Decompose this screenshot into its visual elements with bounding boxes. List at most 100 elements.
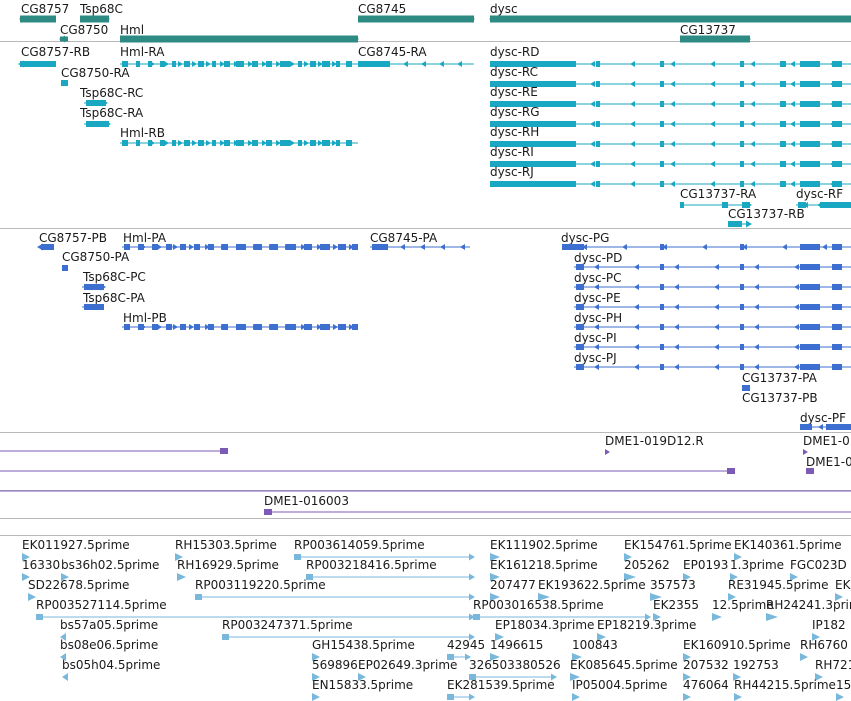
feature-rp003527114-5prime[interactable]: RP003527114.5prime — [36, 598, 475, 621]
feature-rp003614059-5prime[interactable]: RP003614059.5prime — [294, 538, 475, 561]
feature-rh6760[interactable]: RH6760 — [800, 638, 848, 661]
feature-cg8757-rb[interactable]: CG8757-RB — [18, 45, 90, 68]
feature-dysc-pi[interactable]: dysc-PI — [574, 331, 851, 350]
feature-tsp68c-pc[interactable]: Tsp68C-PC — [82, 270, 146, 291]
feature-en15833-5prime[interactable]: EN15833.5prime — [312, 678, 413, 701]
feature-100843[interactable]: 100843 — [572, 638, 618, 661]
feature-ek160910-5prime[interactable]: EK160910.5prime — [683, 638, 791, 661]
feature-rh44215-5prime[interactable]: RH44215.5prime — [734, 678, 836, 701]
feature-dysc-pe[interactable]: dysc-PE — [574, 291, 851, 310]
feature-hml-ra[interactable]: Hml-RA — [120, 45, 358, 67]
feature-ep18219-3prime[interactable]: EP18219.3prime — [597, 618, 696, 641]
feature-tsp68c[interactable]: Tsp68C — [79, 2, 123, 23]
feature-rh15303-5prime[interactable]: RH15303.5prime — [175, 538, 277, 561]
feature-bs57a05-5prime[interactable]: bs57a05.5prime — [60, 618, 158, 641]
feature-cg8745-pa[interactable]: CG8745-PA — [370, 231, 470, 250]
feature-dysc-rf[interactable]: dysc-RF — [796, 187, 851, 208]
feature-ek281539-5prime[interactable]: EK281539.5prime — [447, 678, 555, 701]
feature-hml-rb[interactable]: Hml-RB — [120, 126, 358, 146]
feature-dysc-ri[interactable]: dysc-RI — [490, 145, 851, 167]
feature-hml-pa[interactable]: Hml-PA — [122, 231, 358, 250]
feature-16330[interactable]: 16330 — [22, 558, 60, 581]
feature-ek[interactable]: EK — [835, 578, 851, 601]
feature-569896[interactable]: 569896 — [312, 658, 358, 681]
feature-192753[interactable]: 192753 — [733, 658, 779, 681]
feature-re31945-5prime[interactable]: RE31945.5prime — [728, 578, 829, 601]
feature-cg13737-rb[interactable]: CG13737-RB — [728, 207, 805, 228]
feature-ip182[interactable]: IP182 — [812, 618, 846, 641]
feature-bs05h04-5prime[interactable]: bs05h04.5prime — [62, 658, 160, 681]
feature-ek193622-5prime[interactable]: EK193622.5prime — [538, 578, 646, 601]
feature-dme1-016003[interactable]: DME1-016003 — [264, 494, 851, 515]
feature-42945[interactable]: 42945 — [447, 638, 485, 661]
feature-rp003247371-5prime[interactable]: RP003247371.5prime — [222, 618, 475, 641]
feature-cg13737-pa[interactable]: CG13737-PA — [742, 371, 818, 391]
feature-dysc-pg[interactable]: dysc-PG — [561, 231, 851, 250]
feature-ek085645-5prime[interactable]: EK085645.5prime — [570, 658, 678, 681]
feature-fgc023d[interactable]: FGC023D — [790, 558, 847, 581]
bac-clone-unlabeled-1[interactable] — [0, 448, 228, 454]
feature-dysc-rg[interactable]: dysc-RG — [490, 105, 851, 127]
feature-cg8757[interactable]: CG8757 — [19, 2, 69, 23]
feature-cg8750-pa[interactable]: CG8750-PA — [62, 250, 130, 271]
feature-rh24241-3prime[interactable]: RH24241.3prime — [766, 598, 851, 621]
feature-ek140361-5prime[interactable]: EK140361.5prime — [734, 538, 842, 561]
feature-cg13737-ra[interactable]: CG13737-RA — [680, 187, 757, 209]
feature-hml-pb[interactable]: Hml-PB — [122, 311, 358, 330]
feature-gh15438-5prime[interactable]: GH15438.5prime — [312, 638, 415, 661]
feature-207477[interactable]: 207477 — [490, 578, 536, 601]
feature-ek154761-5prime[interactable]: EK154761.5prime — [624, 538, 732, 561]
feature-ek2355[interactable]: EK2355 — [653, 598, 699, 621]
feature-12-5prime[interactable]: 12.5prime — [712, 598, 774, 621]
feature-rp003119220-5prime[interactable]: RP003119220.5prime — [195, 578, 475, 601]
feature-bs36h02-5prime[interactable]: bs36h02.5prime — [61, 558, 159, 581]
feature-cg8745[interactable]: CG8745 — [358, 2, 475, 23]
feature-rh16929-5prime[interactable]: RH16929.5prime — [177, 558, 279, 581]
feature-205262[interactable]: 205262 — [624, 558, 670, 581]
feature-1-3prime[interactable]: 1.3prime — [730, 558, 784, 581]
feature-tsp68c-pa[interactable]: Tsp68C-PA — [82, 291, 146, 310]
feature-207532[interactable]: 207532 — [683, 658, 729, 681]
feature-ip05004-5prime[interactable]: IP05004.5prime — [572, 678, 667, 701]
feature-15[interactable]: 15 — [836, 678, 851, 701]
feature-dysc-pc[interactable]: dysc-PC — [574, 271, 851, 290]
feature-cg13737[interactable]: CG13737 — [680, 23, 751, 43]
feature-dysc-pf[interactable]: dysc-PF — [800, 411, 851, 430]
feature-476064[interactable]: 476064 — [683, 678, 729, 701]
feature-tsp68c-rc[interactable]: Tsp68C-RC — [79, 86, 143, 107]
feature-ep18034-3prime[interactable]: EP18034.3prime — [495, 618, 594, 641]
feature-ep0193[interactable]: EP0193 — [683, 558, 728, 581]
feature-ek111902-5prime[interactable]: EK111902.5prime — [490, 538, 598, 561]
feature-dme1-0[interactable]: DME1-0 — [803, 434, 850, 455]
feature-dme1-0[interactable]: DME1-0 — [806, 455, 851, 474]
feature-dysc-pj[interactable]: dysc-PJ — [574, 351, 851, 370]
feature-hml[interactable]: Hml — [120, 23, 359, 43]
feature-dysc-pd[interactable]: dysc-PD — [574, 251, 851, 270]
bac-clone-unlabeled-2[interactable] — [0, 468, 735, 474]
feature-dysc-ph[interactable]: dysc-PH — [574, 311, 851, 330]
feature-ep02649-3prime[interactable]: EP02649.3prime — [358, 658, 457, 681]
feature-cg8750[interactable]: CG8750 — [59, 23, 108, 43]
feature-rh7216[interactable]: RH7216 — [815, 658, 851, 681]
feature-dysc-rh[interactable]: dysc-RH — [490, 125, 851, 147]
feature-dysc-rj[interactable]: dysc-RJ — [490, 165, 851, 187]
feature-dysc-rd[interactable]: dysc-RD — [490, 45, 851, 67]
feature-dysc-rc[interactable]: dysc-RC — [490, 65, 851, 87]
feature-sd22678-5prime[interactable]: SD22678.5prime — [28, 578, 129, 601]
feature-cg8745-ra[interactable]: CG8745-RA — [358, 45, 474, 67]
feature-cg13737-pb[interactable]: CG13737-PB — [742, 391, 818, 405]
feature-rp003016538-5prime[interactable]: RP003016538.5prime — [473, 598, 651, 621]
feature-cg8757-pb[interactable]: CG8757-PB — [37, 231, 107, 251]
feature-bs08e06-5prime[interactable]: bs08e06.5prime — [60, 638, 158, 661]
feature-rp003218416-5prime[interactable]: RP003218416.5prime — [306, 558, 475, 581]
feature-357573[interactable]: 357573 — [650, 578, 696, 601]
feature-ek011927-5prime[interactable]: EK011927.5prime — [22, 538, 130, 561]
feature-tsp68c-ra[interactable]: Tsp68C-RA — [79, 106, 144, 128]
feature-1496615[interactable]: 1496615 — [490, 638, 543, 661]
feature-cg8750-ra[interactable]: CG8750-RA — [61, 66, 130, 86]
feature-dysc-re[interactable]: dysc-RE — [490, 85, 851, 107]
feature-ek161218-5prime[interactable]: EK161218.5prime — [490, 558, 598, 581]
feature-dme1-019d12-r[interactable]: DME1-019D12.R — [605, 434, 704, 455]
feature-dysc[interactable]: dysc — [489, 2, 851, 23]
feature-326503380526[interactable]: 326503380526 — [469, 658, 561, 681]
